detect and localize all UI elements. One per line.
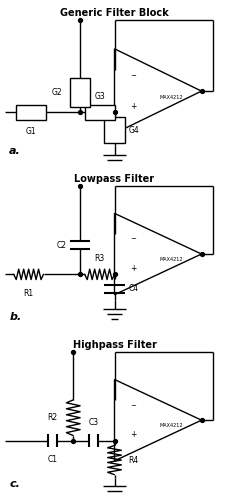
Text: −: − [131, 73, 136, 79]
Text: −: − [131, 237, 136, 243]
Text: Highpass Filter: Highpass Filter [73, 340, 156, 351]
Text: MAX4212: MAX4212 [159, 95, 183, 100]
Text: C4: C4 [128, 285, 138, 294]
Text: Lowpass Filter: Lowpass Filter [74, 174, 155, 185]
Text: −: − [131, 403, 136, 409]
Bar [70, 78, 90, 107]
Text: G3: G3 [94, 92, 105, 101]
Text: c.: c. [9, 479, 20, 489]
Text: MAX4212: MAX4212 [159, 257, 183, 262]
Text: R2: R2 [47, 413, 57, 422]
Text: a.: a. [9, 146, 21, 156]
Text: C2: C2 [56, 241, 66, 249]
Text: G2: G2 [51, 88, 62, 97]
Text: MAX4212: MAX4212 [159, 424, 183, 429]
Text: C3: C3 [89, 419, 99, 428]
Bar [104, 117, 125, 143]
Text: R1: R1 [24, 289, 34, 298]
Text: +: + [131, 102, 137, 111]
Bar [16, 105, 46, 120]
Text: R3: R3 [95, 254, 105, 263]
Text: C1: C1 [48, 455, 58, 464]
Text: R4: R4 [128, 455, 139, 465]
Text: G4: G4 [128, 125, 139, 134]
Text: b.: b. [9, 312, 21, 322]
Text: Generic Filter Block: Generic Filter Block [60, 8, 169, 18]
Bar [85, 105, 114, 120]
Text: G1: G1 [26, 127, 36, 136]
Text: +: + [131, 431, 137, 439]
Text: +: + [131, 264, 137, 273]
